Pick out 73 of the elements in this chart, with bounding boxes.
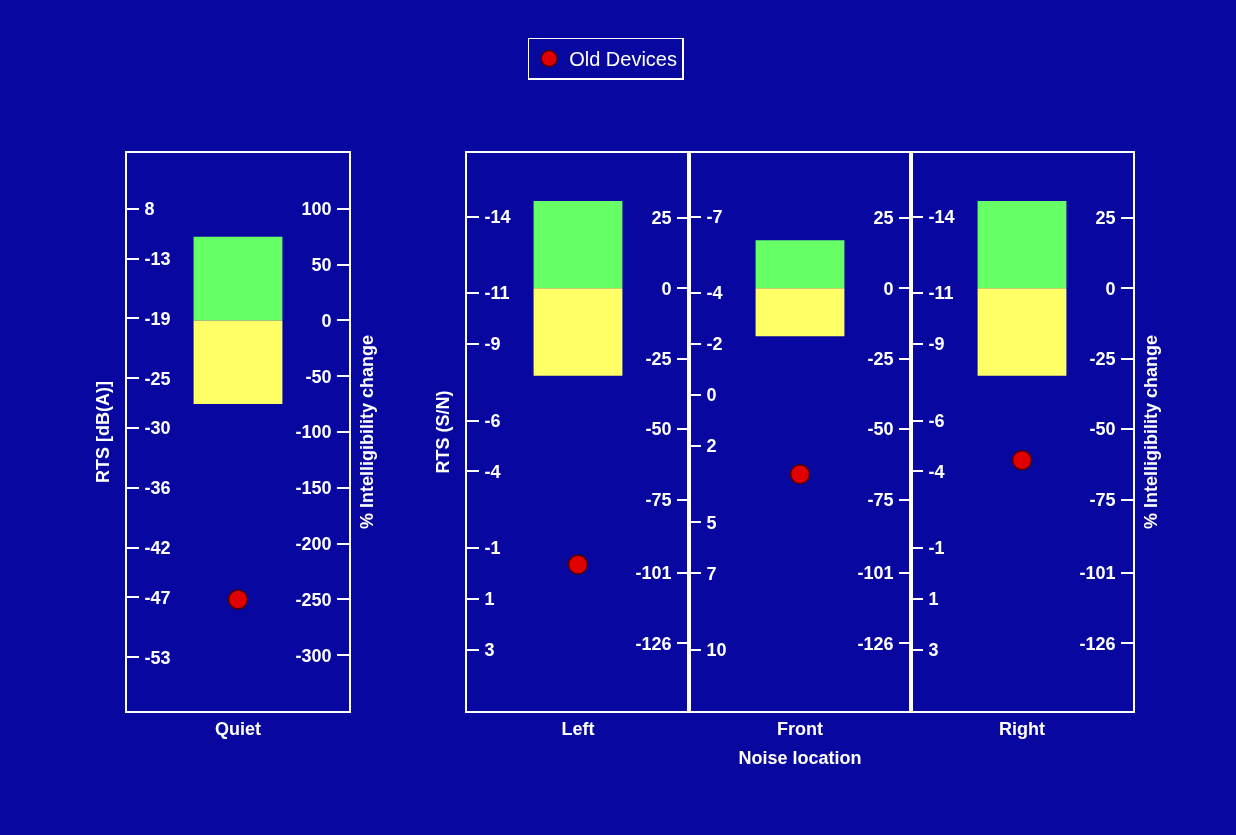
y2-tick-label: -101 — [857, 563, 894, 584]
x-axis-title: Noise location — [738, 748, 862, 769]
y-tick-label: -11 — [484, 283, 510, 304]
y-tick-label: -4 — [706, 283, 723, 304]
y-tick-label: 3 — [484, 640, 495, 661]
x-tick-label: Right — [999, 718, 1045, 739]
y2-tick-label: 0 — [883, 278, 894, 299]
y-tick-label: -36 — [144, 478, 171, 499]
y2-axis-title: % Intelligibility change — [357, 334, 378, 530]
y2-tick-label: 50 — [311, 254, 332, 275]
y-tick-label: 1 — [484, 589, 495, 610]
y2-tick-label: -101 — [1079, 563, 1116, 584]
y2-tick-label: 25 — [1095, 208, 1116, 229]
y2-tick-label: -101 — [635, 563, 672, 584]
y-tick-label: -14 — [928, 207, 955, 227]
y2-tick-label: -75 — [645, 489, 672, 510]
y2-tick-label: -126 — [635, 633, 672, 654]
y2-tick-label: -250 — [295, 589, 332, 610]
y-tick-label: -13 — [144, 248, 171, 269]
y2-tick-label: -75 — [867, 489, 894, 510]
y2-tick-label: -50 — [1089, 419, 1116, 440]
x-tick-label: Left — [561, 718, 595, 739]
y-tick-label: 8 — [144, 199, 155, 220]
x-tick-label: Quiet — [214, 718, 262, 739]
y2-tick-label: -25 — [867, 349, 894, 370]
y2-tick-label: -25 — [645, 349, 672, 370]
y2-tick-label: -50 — [305, 366, 332, 387]
y2-tick-label: -50 — [645, 419, 672, 440]
y2-tick-label: 25 — [873, 208, 894, 229]
y-tick-label: -42 — [144, 537, 171, 558]
y-axis-title: RTS (S/N) — [433, 390, 454, 474]
y-tick-label: 1 — [928, 589, 939, 610]
y-tick-label: -1 — [928, 538, 945, 559]
y-tick-label: -9 — [928, 334, 945, 355]
y-tick-label: 5 — [706, 512, 717, 533]
y2-tick-label: -200 — [295, 533, 332, 554]
y-tick-label: 3 — [928, 640, 939, 661]
y-tick-label: -25 — [144, 368, 171, 389]
y2-tick-label: -75 — [1089, 489, 1116, 510]
y-tick-label: -6 — [928, 410, 945, 431]
y-tick-label: -14 — [484, 207, 511, 227]
y2-tick-label: 100 — [301, 199, 332, 220]
y-tick-label: -7 — [706, 207, 723, 227]
y2-tick-label: 0 — [661, 278, 672, 299]
y2-axis-title: % Intelligibility change — [1141, 334, 1162, 530]
y-tick-label: -9 — [484, 334, 501, 355]
y-tick-label: -2 — [706, 334, 723, 355]
y-tick-label: -47 — [144, 587, 171, 608]
y-tick-label: -11 — [928, 283, 954, 304]
y-tick-label: -19 — [144, 308, 171, 329]
y-tick-label: -53 — [144, 647, 171, 668]
y2-tick-label: -50 — [867, 419, 894, 440]
y-tick-label: 2 — [706, 436, 717, 457]
y-tick-label: 7 — [706, 563, 717, 584]
y2-tick-label: -126 — [1079, 633, 1116, 654]
x-tick-label: Front — [777, 718, 823, 739]
y2-tick-label: -150 — [295, 478, 332, 499]
y2-tick-label: 0 — [321, 310, 332, 331]
y2-tick-label: 25 — [651, 208, 672, 229]
y-tick-label: 0 — [706, 385, 717, 406]
legend-label: Old Devices — [569, 48, 677, 71]
y-tick-label: -4 — [484, 461, 501, 482]
y-axis-title: RTS [dB(A)] — [93, 381, 114, 483]
y2-tick-label: 0 — [1105, 278, 1116, 299]
y2-tick-label: -300 — [295, 645, 332, 666]
y2-tick-label: -100 — [295, 422, 332, 443]
y-tick-label: -30 — [144, 418, 171, 439]
y-tick-label: -6 — [484, 410, 501, 431]
y2-tick-label: -126 — [857, 633, 894, 654]
y-tick-label: -1 — [484, 538, 501, 559]
y-tick-label: 10 — [706, 640, 727, 661]
y2-tick-label: -25 — [1089, 349, 1116, 370]
y-tick-label: -4 — [928, 461, 945, 482]
